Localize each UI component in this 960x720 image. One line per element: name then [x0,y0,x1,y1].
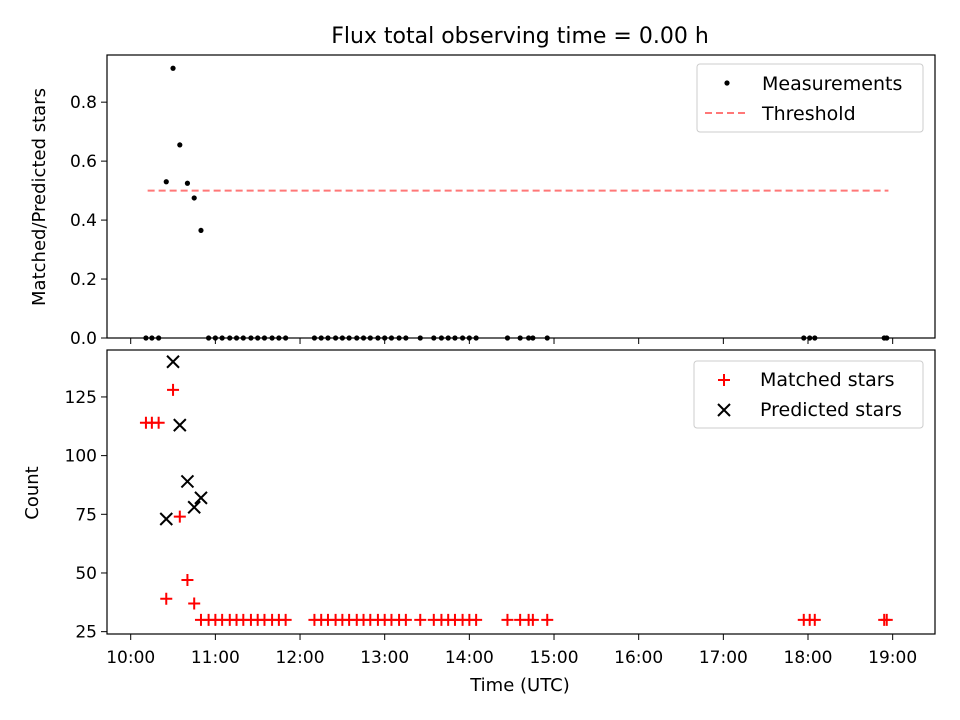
matched-star-point [279,613,292,626]
bottom-xtick-label: 12:00 [276,648,325,668]
top-ytick-label: 0.2 [70,270,97,290]
bottom-ytick-label: 125 [65,388,97,408]
bottom-ylabel: Count [22,466,43,519]
matched-star-point [880,613,893,626]
matched-star-point [399,613,412,626]
measurement-point [177,142,183,148]
matched-star-point [470,613,483,626]
matched-star-point [501,613,514,626]
predicted-star-point [194,491,208,505]
bottom-xtick-label: 17:00 [699,648,748,668]
predicted-star-point [173,418,187,432]
bottom-xtick-label: 16:00 [614,648,663,668]
measurement-point [184,180,191,186]
bottom-ytick-label: 25 [75,623,97,643]
bottom-axes: 25 50 75 100 125 10:00 11:00 12:00 13:00 14:00 15:… [65,388,918,668]
top-ylabel: Matched/Predicted stars [29,88,50,306]
top-ytick-label: 0.4 [70,211,97,231]
matched-star-point [167,383,180,396]
legend-label-threshold: Threshold [761,103,856,125]
predicted-star-point [159,512,173,526]
matched-star-point [526,613,539,626]
matched-star-point [160,592,173,605]
top-ytick-label: 0.6 [70,152,97,172]
top-ytick-label: 0.0 [70,329,97,349]
matched-star-point [541,613,554,626]
bottom-panel: 25 50 75 100 125 10:00 11:00 12:00 13:00 14:00 15:… [22,349,936,696]
bottom-legend-box [693,360,924,429]
bottom-plot-area [139,355,893,626]
measurement-point [170,65,176,71]
top-panel-frame [106,54,936,339]
legend-marker-measurements [724,80,730,86]
bottom-xtick-label: 19:00 [868,648,917,668]
matched-star-point [152,416,165,429]
top-legend: Measurements Threshold [696,63,924,133]
top-legend-box [696,63,924,133]
bottom-ytick-label: 100 [65,447,97,467]
bottom-ytick-label: 75 [75,505,97,525]
legend-marker-predicted [717,403,731,417]
matched-star-point [188,597,201,610]
bottom-xlabel: Time (UTC) [469,675,570,696]
top-axes: 0.0 0.2 0.4 0.6 0.8 [70,93,894,349]
bottom-ytick-label: 50 [75,564,97,584]
top-ytick-label: 0.8 [70,93,97,113]
bottom-xtick-label: 15:00 [530,648,579,668]
matched-star-point [173,510,186,523]
legend-label-measurements: Measurements [762,73,902,95]
legend-label-matched: Matched stars [760,369,894,391]
measurement-point [191,195,197,201]
predicted-star-point [166,355,180,369]
bottom-xtick-label: 14:00 [445,648,494,668]
predicted-star-point [180,474,195,489]
bottom-xtick-label: 10:00 [106,648,155,668]
predicted-star-point [187,500,201,514]
legend-label-predicted: Predicted stars [760,399,902,421]
legend-marker-matched [718,374,730,386]
measurement-point [198,227,204,234]
bottom-xtick-label: 11:00 [191,648,240,668]
top-panel: 0.00.20.40.60.8 Matched/Predicted stars … [29,54,936,349]
matched-star-point [181,574,194,587]
matched-star-point [808,613,821,626]
matched-star-point [414,613,427,626]
chart-title: Flux total observing time = 0.00 h [331,24,709,49]
bottom-xtick-label: 13:00 [360,648,409,668]
bottom-xtick-label: 18:00 [784,648,833,668]
bottom-panel-frame [106,349,936,635]
measurement-point [163,179,169,185]
bottom-legend: Matched stars Predicted stars [693,360,924,429]
